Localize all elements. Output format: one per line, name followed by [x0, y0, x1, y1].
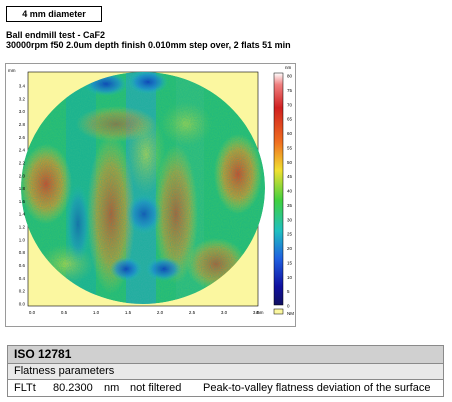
y-tick-label: 1.4	[19, 212, 26, 217]
colorbar-tick-label: 65	[287, 117, 293, 122]
colorbar-unit-label: nm	[285, 65, 292, 70]
colorbar-tick-label: 35	[287, 203, 293, 208]
y-tick-label: 0.4	[19, 276, 26, 281]
diameter-label: 4 mm diameter	[6, 6, 102, 22]
x-tick-label: 2.0	[157, 310, 164, 315]
colorbar-tick-label: 0	[287, 304, 290, 309]
colorbar-tick-label: 20	[287, 246, 293, 251]
x-tick-label: 3.0	[221, 310, 228, 315]
y-tick-label: 1.0	[19, 237, 26, 242]
y-tick-label: 1.6	[19, 199, 26, 204]
param-description: Peak-to-valley flatness deviation of the…	[203, 382, 431, 394]
x-tick-label: 0.0	[29, 310, 36, 315]
x-tick-label: 1.5	[125, 310, 132, 315]
y-tick-label: 3.0	[19, 109, 26, 114]
colorbar-tick-label: 5	[287, 289, 290, 294]
colorbar-tick-label: 30	[287, 217, 293, 222]
flatness-map-svg: 0.0 0.5 1.0 1.5 2.0 2.5 3.0 3.5mm0.00.20.40.60.…	[8, 65, 294, 316]
colorbar-tick-label: 50	[287, 160, 293, 165]
x-tick-label: 1.0	[93, 310, 100, 315]
y-tick-label: 0.8	[19, 250, 26, 255]
flatness-plot: 0.0 0.5 1.0 1.5 2.0 2.5 3.0 3.5 mm 0.0 0.2 0.4 0.6 0.…	[5, 63, 296, 327]
colorbar-tick-label: 15	[287, 260, 293, 265]
y-tick-label: 2.2	[19, 160, 26, 165]
y-tick-label: 0.6	[19, 263, 26, 268]
table-row: FLTt 80.2300 nm not filtered Peak-to-val…	[8, 380, 443, 396]
y-tick-label: 0.0	[19, 302, 26, 307]
colorbar-tick-label: 55	[287, 145, 293, 150]
x-tick-label: 3.5	[253, 310, 260, 315]
x-unit-label: mm	[256, 310, 264, 315]
param-name: FLTt	[14, 382, 36, 394]
y-unit-label: mm	[8, 68, 16, 73]
y-tick-label: 1.2	[19, 225, 26, 230]
iso-parameters-table: ISO 12781 Flatness parameters FLTt 80.23…	[7, 345, 444, 397]
y-tick-label: 2.8	[19, 122, 26, 127]
y-tick-label: 2.4	[19, 148, 26, 153]
colorbar-nm-label: NM	[287, 311, 294, 316]
colorbar-tick-label: 70	[287, 102, 293, 107]
y-tick-label: 2.0	[19, 173, 26, 178]
iso-title: ISO 12781	[8, 346, 443, 364]
y-tick-label: 3.2	[19, 96, 26, 101]
colorbar-tick-label: 25	[287, 232, 293, 237]
y-tick-label: 0.2	[19, 289, 26, 294]
y-tick-label: 3.4	[19, 84, 26, 89]
colorbar-tick-label: 60	[287, 131, 293, 136]
test-subtitle: 30000rpm f50 2.0um depth finish 0.010mm …	[6, 40, 291, 50]
colorbar-tick-label: 40	[287, 189, 293, 194]
param-filter: not filtered	[130, 382, 182, 394]
colorbar-tick-label: 75	[287, 88, 293, 93]
colorbar-tick-label: 45	[287, 174, 293, 179]
test-title: Ball endmill test - CaF2	[6, 30, 106, 40]
x-tick-label: 2.5	[189, 310, 196, 315]
colorbar-nm-swatch	[273, 308, 284, 315]
param-unit: nm	[104, 382, 120, 394]
y-tick-label: 1.8	[19, 186, 26, 191]
param-value: 80.2300	[53, 382, 93, 394]
y-tick-label: 2.6	[19, 135, 26, 140]
flatness-disc	[21, 72, 265, 304]
iso-section: Flatness parameters	[8, 364, 443, 380]
colorbar-tick-label: 80	[287, 74, 293, 79]
x-tick-label: 0.5	[61, 310, 68, 315]
colorbar-tick-label: 10	[287, 275, 293, 280]
colorbar	[273, 72, 284, 315]
